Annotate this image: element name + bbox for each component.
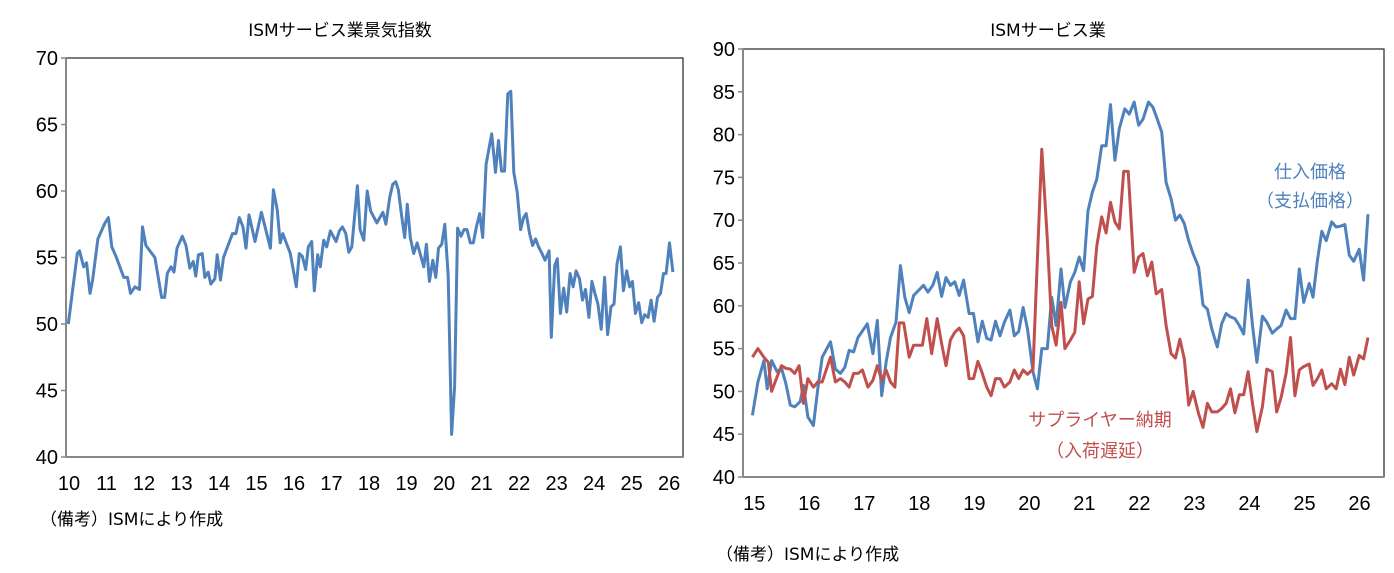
right-x-tick-label: 15 (743, 493, 765, 515)
right-x-tick-label: 17 (853, 493, 875, 515)
left-x-tick-label: 17 (320, 473, 342, 495)
left-y-tick-label: 45 (36, 381, 58, 403)
left-x-tick-label: 10 (58, 473, 80, 495)
left-x-tick-label: 15 (245, 473, 267, 495)
right-series-line-1 (750, 100, 1370, 428)
right-y-tick-label: 40 (713, 467, 735, 489)
left-x-tick-label: 13 (170, 473, 192, 495)
right-x-tick-label: 16 (798, 493, 820, 515)
left-series-line-1 (66, 89, 675, 436)
left-x-tick-label: 24 (583, 473, 605, 495)
right-x-tick-label: 19 (963, 493, 985, 515)
left-chart-source-note: （備考）ISMにより作成 (40, 510, 224, 530)
right-x-tick-label: 23 (1183, 493, 1205, 515)
right-y-tick-label: 85 (713, 82, 735, 104)
right-x-tick-label: 24 (1238, 493, 1260, 515)
right-y-tick-label: 80 (713, 125, 735, 147)
right-chart-source-note: （備考）ISMにより作成 (716, 545, 900, 565)
left-y-tick-label: 65 (36, 115, 58, 137)
right-y-tick-label: 45 (713, 424, 735, 446)
left-x-tick-label: 26 (658, 473, 680, 495)
right-y-tick-label: 55 (713, 339, 735, 361)
right-y-tick-label: 75 (713, 167, 735, 189)
left-plot-frame (65, 57, 684, 458)
left-x-tick-label: 22 (508, 473, 530, 495)
right-x-tick-label: 20 (1018, 493, 1040, 515)
right-x-tick-label: 22 (1128, 493, 1150, 515)
left-x-tick-label: 18 (358, 473, 380, 495)
left-y-tick-label: 40 (36, 447, 58, 469)
left-chart-title: ISMサービス業景気指数 (248, 21, 431, 41)
right-chart-title: ISMサービス業 (990, 21, 1105, 41)
right-series-label-1: （支払価格） (1256, 191, 1364, 212)
left-x-tick-label: 23 (545, 473, 567, 495)
left-y-tick-label: 50 (36, 314, 58, 336)
right-y-tick-label: 70 (713, 210, 735, 232)
right-y-tick-label: 50 (713, 381, 735, 403)
right-series-label-2: サプライヤー納期 (1028, 410, 1171, 431)
left-x-tick-label: 14 (208, 473, 230, 495)
right-x-tick-label: 25 (1293, 493, 1315, 515)
right-x-tick-label: 18 (908, 493, 930, 515)
left-x-tick-label: 11 (96, 473, 117, 495)
right-series-label-1: 仕入価格 (1274, 162, 1346, 183)
right-x-tick-label: 21 (1073, 493, 1095, 515)
left-x-tick-label: 20 (433, 473, 455, 495)
left-x-tick-label: 16 (283, 473, 305, 495)
right-x-tick-label: 26 (1348, 493, 1370, 515)
left-y-tick-label: 60 (36, 181, 58, 203)
right-y-tick-label: 90 (713, 39, 735, 61)
left-y-tick-label: 55 (36, 248, 58, 270)
right-y-tick-label: 65 (713, 253, 735, 275)
left-x-tick-label: 25 (620, 473, 642, 495)
left-x-tick-label: 19 (395, 473, 417, 495)
right-y-tick-label: 60 (713, 296, 735, 318)
left-y-tick-label: 70 (36, 48, 58, 70)
left-x-tick-label: 12 (133, 473, 155, 495)
right-series-line-2 (751, 147, 1370, 434)
left-x-tick-label: 21 (470, 473, 492, 495)
right-series-label-2: （入荷遅延） (1046, 441, 1154, 462)
